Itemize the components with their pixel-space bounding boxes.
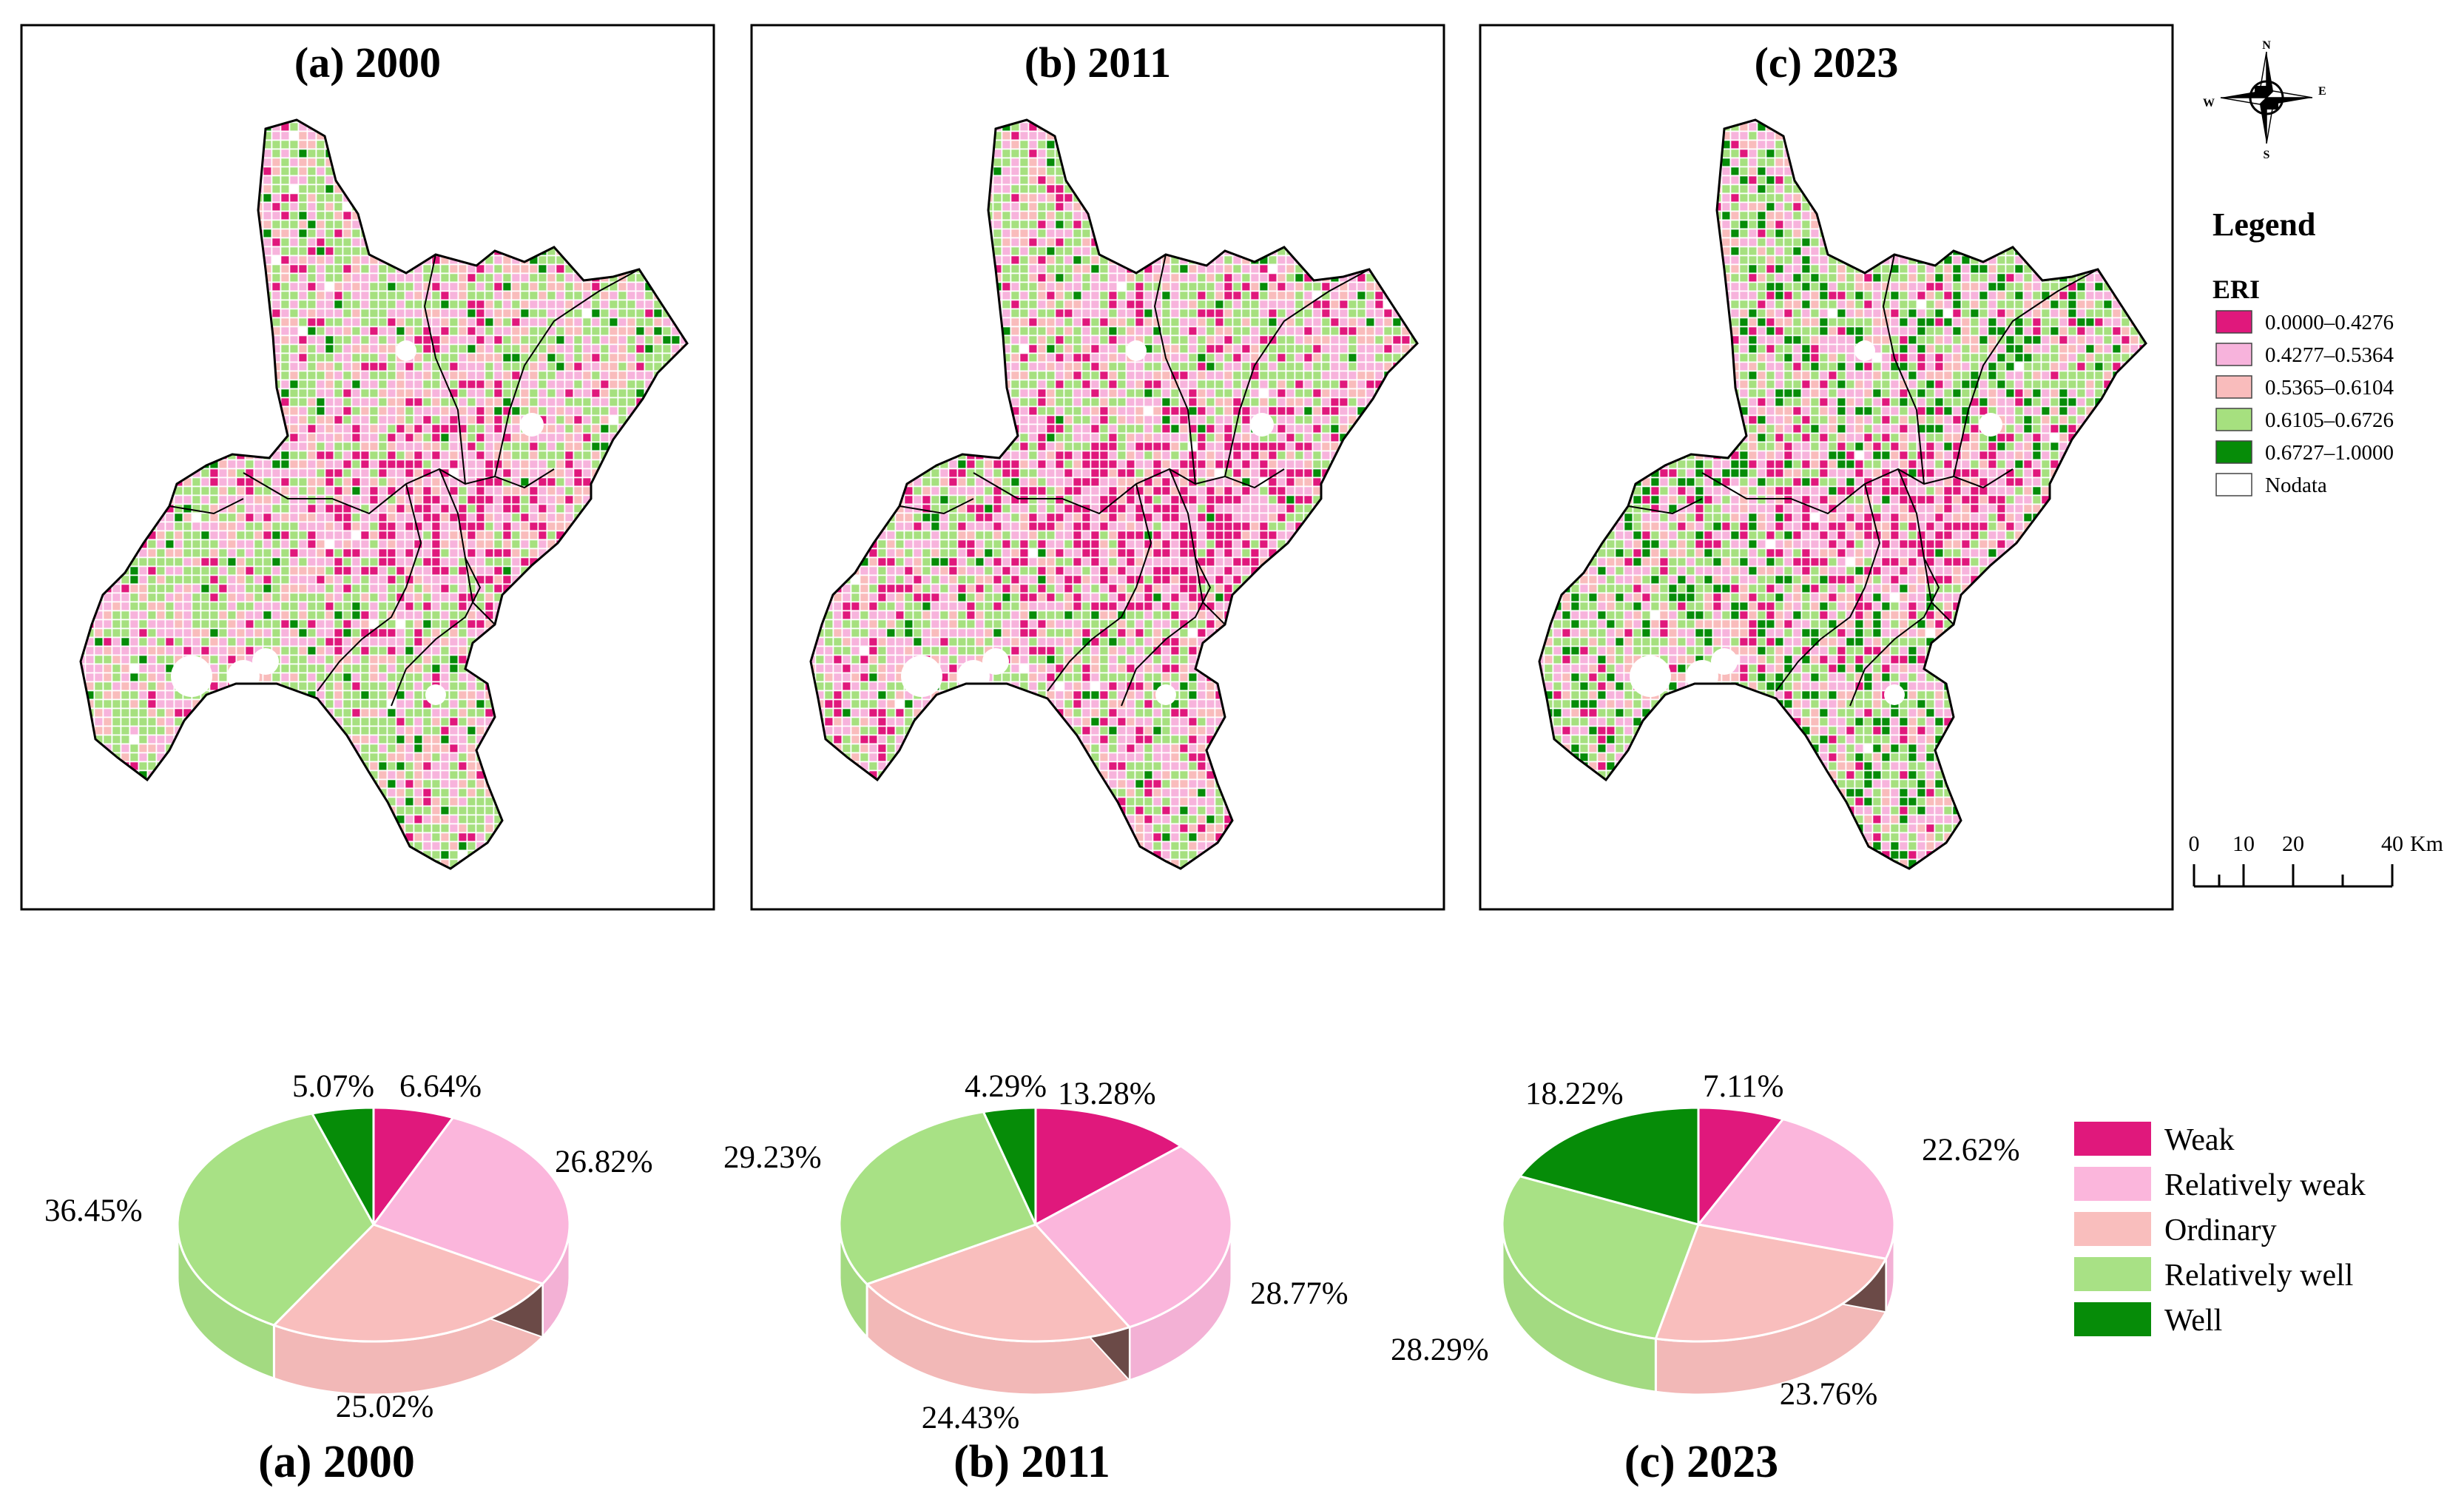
map-panel-2023: (c) 2023 <box>1479 24 2174 911</box>
pie-chart-2: 7.11% 22.62% 23.76% 28.29% 18.22% <box>1391 1069 2020 1412</box>
map-panel-2000: (a) 2000 <box>20 24 715 911</box>
pie-data-label: 4.29% <box>965 1069 1047 1104</box>
district-boundaries <box>899 254 1370 707</box>
pie-slice-weak <box>1697 1106 1786 1228</box>
scale-tick-20: 20 <box>2282 832 2304 856</box>
legend-swatch <box>2215 408 2252 431</box>
legend-class-1: 0.4277–0.5364 <box>2215 343 2394 367</box>
pie-data-label: 5.07% <box>292 1069 374 1104</box>
legend-swatch <box>2215 310 2252 334</box>
legend-class-2: 0.5365–0.6104 <box>2215 375 2394 400</box>
pie-legend-swatch <box>2074 1167 2151 1201</box>
pie-data-label: 13.28% <box>1058 1077 1156 1111</box>
pie-legend-label: Well <box>2164 1304 2222 1338</box>
pie-legend-swatch <box>2074 1302 2151 1336</box>
pie-legend-swatch <box>2074 1122 2151 1156</box>
legend-label: 0.5365–0.6104 <box>2265 376 2394 400</box>
legend-label: 0.0000–0.4276 <box>2265 311 2394 334</box>
pie-legend-label: Relatively well <box>2164 1259 2353 1293</box>
legend-swatch <box>2215 343 2252 366</box>
legend-label: 0.6727–1.0000 <box>2265 441 2394 465</box>
pie-title-2023: (c) 2023 <box>1624 1437 1778 1487</box>
scale-tick-0: 0 <box>2189 832 2200 856</box>
pie-slice-weak <box>372 1106 455 1228</box>
pie-data-label: 26.82% <box>555 1145 653 1179</box>
pie-data-label: 22.62% <box>1922 1133 2020 1168</box>
pie-data-label: 29.23% <box>723 1140 822 1175</box>
scale-tick-10: 10 <box>2232 832 2255 856</box>
map-title: (c) 2023 <box>1755 38 1899 87</box>
pie-slice-relatively-well <box>838 1111 1038 1286</box>
pie-data-label: 7.11% <box>1703 1069 1783 1104</box>
pie-legend-item-relatively-well: Relatively well <box>2074 1257 2353 1293</box>
district-boundaries <box>1627 254 2099 707</box>
pie-legend-item-well: Well <box>2074 1302 2222 1338</box>
scale-unit: Km <box>2410 832 2443 856</box>
legend-label: 0.4277–0.5364 <box>2265 343 2394 367</box>
compass-west-label: W <box>2203 97 2215 110</box>
pie-legend-label: Relatively weak <box>2164 1168 2366 1202</box>
map-title: (a) 2000 <box>294 38 441 87</box>
pie-legend-swatch <box>2074 1257 2151 1291</box>
pie-legend: Weak Relatively weak Ordinary Relatively we… <box>2074 1122 2366 1338</box>
pie-legend-item-relatively-weak: Relatively weak <box>2074 1167 2366 1202</box>
pie-data-label: 36.45% <box>44 1193 143 1228</box>
pie-slice-well <box>310 1106 375 1225</box>
district-boundaries <box>169 254 640 707</box>
legend-swatch <box>2215 375 2252 399</box>
legend-class-3: 0.6105–0.6726 <box>2215 408 2394 432</box>
pie-legend-item-weak: Weak <box>2074 1122 2235 1157</box>
pie-data-label: 28.77% <box>1250 1276 1349 1311</box>
compass-east-label: E <box>2318 85 2326 98</box>
pie-slice-well <box>1518 1106 1700 1226</box>
map-panel-2011: (b) 2011 <box>750 24 1445 911</box>
pie-legend-label: Weak <box>2164 1123 2235 1157</box>
pie-data-label: 24.43% <box>922 1401 1020 1435</box>
legend-label: Nodata <box>2265 474 2327 497</box>
pie-legend-label: Ordinary <box>2164 1213 2277 1247</box>
pie-title-2011: (b) 2011 <box>953 1437 1110 1487</box>
pie-legend-swatch <box>2074 1212 2151 1246</box>
scale-bar: 0 10 20 40 Km <box>2189 832 2443 888</box>
pie-data-label: 28.29% <box>1391 1333 1489 1367</box>
pie-data-label: 18.22% <box>1525 1077 1624 1111</box>
scale-tick-40: 40 <box>2381 832 2403 856</box>
legend-swatch <box>2215 473 2252 496</box>
map-legend: Legend ERI 0.0000–0.4276 0.4277–0.5364 0.5… <box>2212 206 2394 497</box>
legend-heading: Legend <box>2212 206 2315 243</box>
legend-label: 0.6105–0.6726 <box>2265 408 2394 432</box>
pie-charts: 6.64% 26.82% 25.02% 36.45% 5.07% 13.28% 28.77%… <box>44 1069 2020 1435</box>
pie-slice-ordinary <box>1654 1223 1888 1343</box>
pie-slice-relatively-well <box>176 1112 375 1327</box>
pie-title-2000: (a) 2000 <box>258 1437 415 1487</box>
pie-chart-1: 13.28% 28.77% 24.43% 29.23% 4.29% <box>723 1069 1349 1435</box>
pie-slice-relatively-well <box>1501 1174 1700 1340</box>
pie-slice-weak <box>1034 1106 1184 1227</box>
pie-slice-relatively-weak <box>371 1116 571 1285</box>
pie-slice-well <box>982 1106 1037 1225</box>
compass-north-label: N <box>2262 39 2271 52</box>
legend-subheading: ERI <box>2212 275 2260 304</box>
pie-legend-item-ordinary: Ordinary <box>2074 1212 2277 1247</box>
legend-class-5: Nodata <box>2215 473 2327 497</box>
pie-slice-relatively-weak <box>1696 1117 1896 1260</box>
map-title: (b) 2011 <box>1025 38 1171 87</box>
pie-chart-0: 6.64% 26.82% 25.02% 36.45% 5.07% <box>44 1069 653 1424</box>
compass-south-label: S <box>2264 149 2270 161</box>
pie-data-label: 25.02% <box>336 1390 434 1424</box>
legend-swatch <box>2215 440 2252 464</box>
pie-data-label: 6.64% <box>399 1069 482 1104</box>
legend-class-4: 0.6727–1.0000 <box>2215 440 2394 465</box>
legend-class-0: 0.0000–0.4276 <box>2215 310 2394 334</box>
pie-slice-relatively-weak <box>1033 1145 1233 1329</box>
pie-slice-ordinary <box>865 1223 1132 1343</box>
pie-slice-ordinary <box>271 1223 545 1343</box>
pie-data-label: 23.76% <box>1780 1377 1878 1412</box>
north-arrow-icon: N S E W <box>2203 39 2326 161</box>
